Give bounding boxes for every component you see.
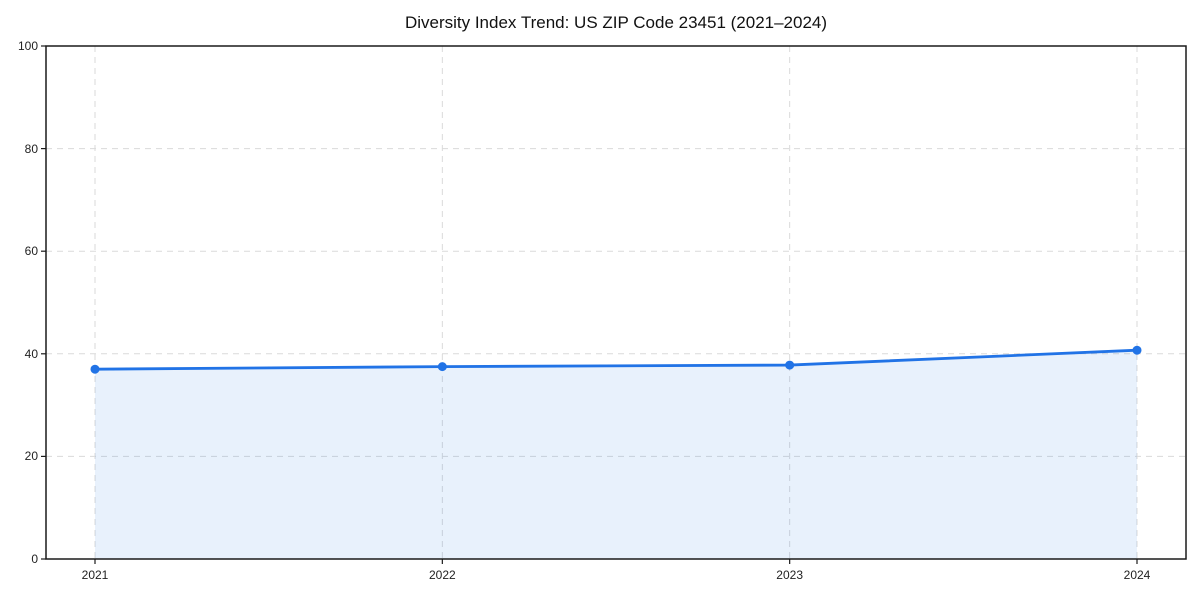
- y-tick-label: 80: [24, 141, 38, 156]
- x-tick-label: 2021: [81, 568, 109, 582]
- x-tick-label: 2024: [1123, 568, 1151, 582]
- chart-title: Diversity Index Trend: US ZIP Code 23451…: [404, 13, 828, 32]
- y-tick-label: 40: [24, 346, 38, 361]
- x-tick-label: 2023: [776, 568, 803, 582]
- x-tick-label: 2022: [428, 568, 456, 582]
- y-tick-label: 20: [24, 449, 38, 464]
- y-tick-label: 100: [17, 39, 38, 53]
- y-tick-label: 60: [24, 244, 38, 259]
- y-tick-label: 0: [31, 552, 38, 566]
